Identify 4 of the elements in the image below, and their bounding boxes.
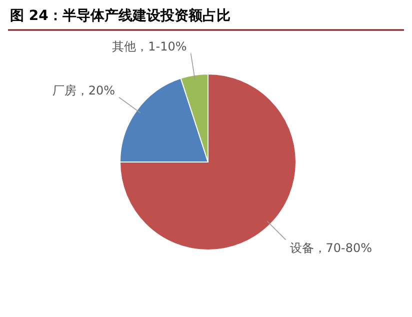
slice-label: 其他，1-10% [112, 39, 187, 54]
chart-title: 图 24：半导体产线建设投资额占比 [10, 7, 230, 24]
slice-label: 厂房，20% [52, 83, 116, 98]
slice-label: 设备，70-80% [290, 240, 372, 255]
